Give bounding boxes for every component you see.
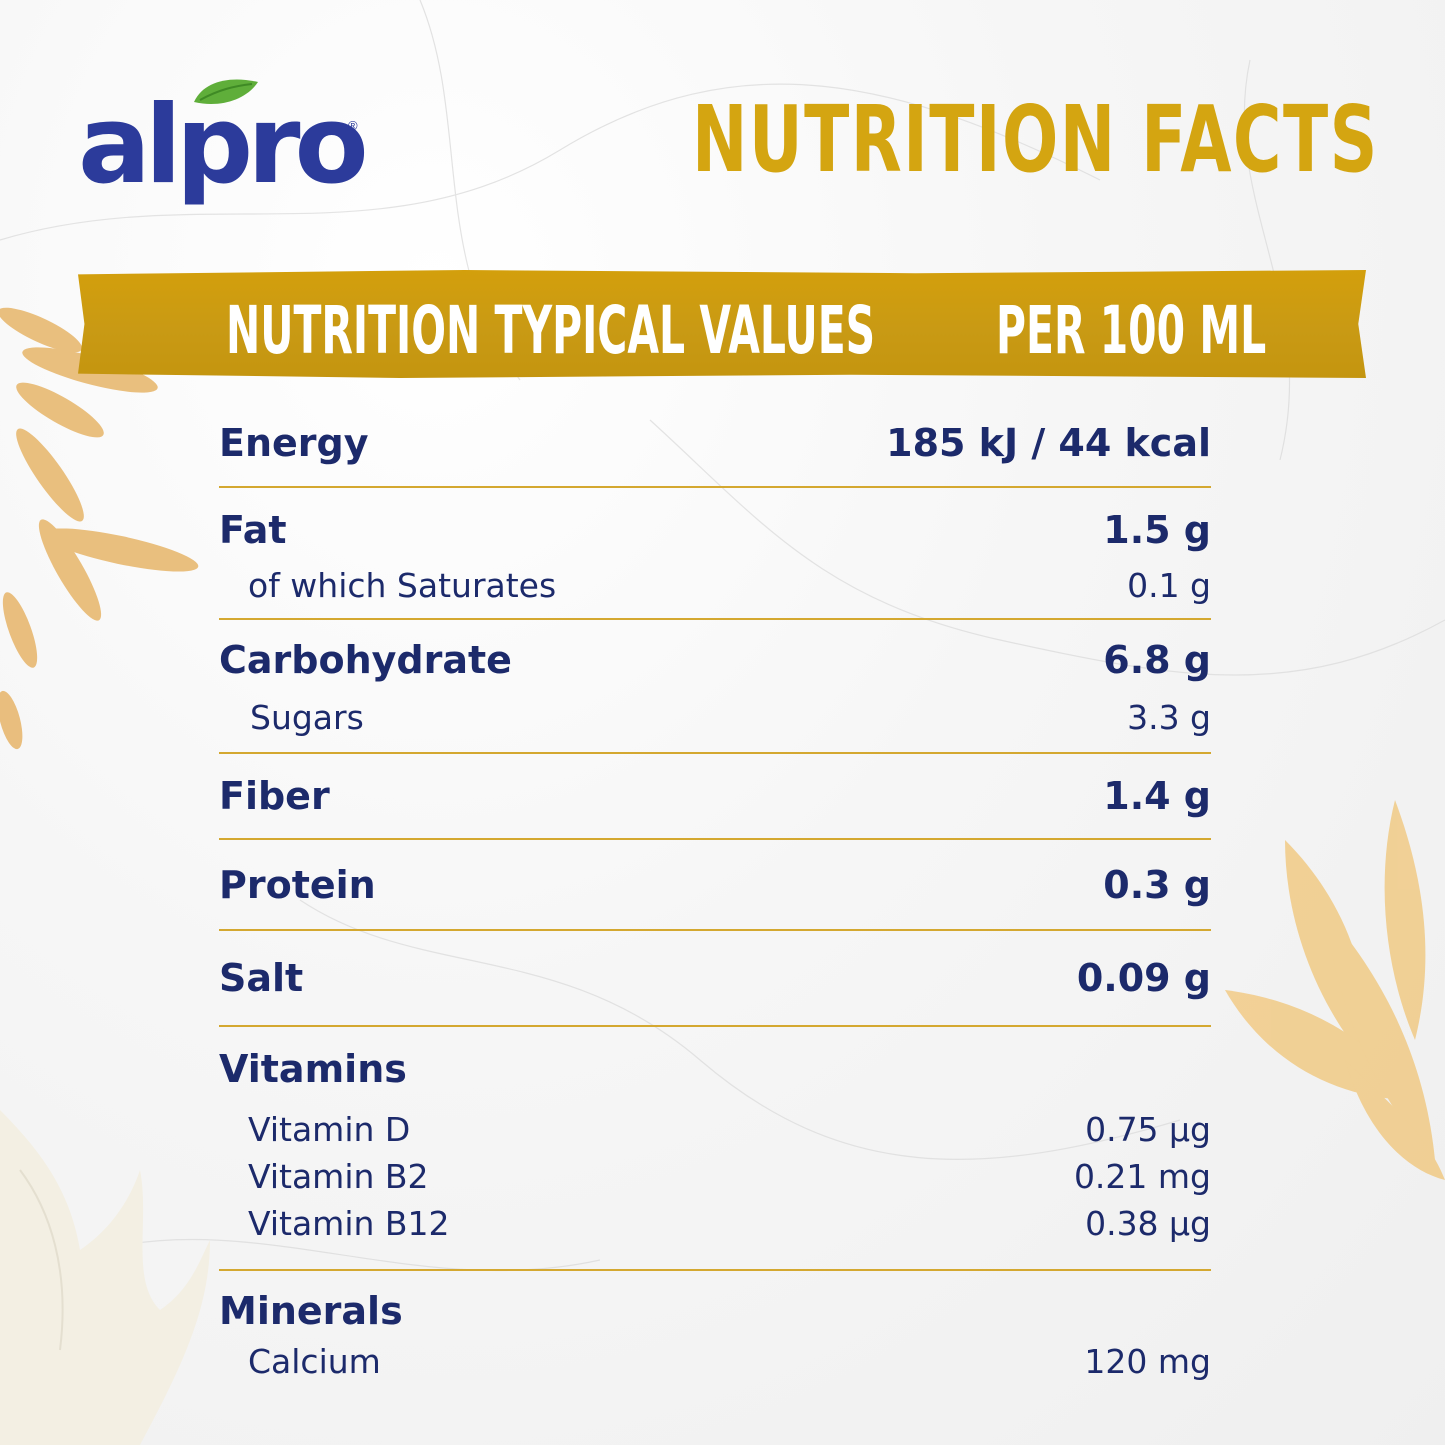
row-value: 185 kJ / 44 kcal [886, 421, 1211, 465]
subrow-label: Calcium [248, 1342, 381, 1381]
page-title: NUTRITION FACTS [692, 86, 1379, 193]
row-minerals: Minerals [219, 1271, 1211, 1333]
divider [219, 838, 1211, 840]
row-label: Salt [219, 956, 304, 1000]
subrow-value: 0.1 g [1127, 565, 1211, 605]
subrow-value: 3.3 g [1127, 697, 1211, 737]
subrow-label: Vitamin B2 [248, 1157, 429, 1196]
row-carbohydrate: Carbohydrate 6.8 g [219, 620, 1211, 682]
header-band [78, 270, 1366, 378]
row-value: 0.3 g [1103, 862, 1211, 907]
row-vitamins: Vitamins [219, 1027, 1211, 1091]
divider [219, 752, 1211, 754]
row-label: Energy [219, 421, 369, 465]
band-unit: PER 100 ML [996, 292, 1267, 369]
row-fiber: Fiber 1.4 g [219, 754, 1211, 838]
oat-grain-left-illustration [0, 307, 199, 750]
divider [219, 1025, 1211, 1027]
subrow-value: 0.75 µg [1085, 1110, 1211, 1149]
divider [219, 929, 1211, 931]
registered-mark: ® [348, 118, 358, 133]
subrow-value: 0.38 µg [1085, 1204, 1211, 1243]
band-label: NUTRITION TYPICAL VALUES [226, 292, 876, 369]
row-value: 1.4 g [1103, 774, 1211, 818]
alpro-logo: alpro ® [78, 74, 369, 214]
brand-name: alpro [78, 83, 369, 208]
row-fat: Fat 1.5 g [219, 488, 1211, 552]
milk-splash-illustration [0, 1110, 210, 1445]
subrow-vitamin-b12: Vitamin B12 0.38 µg [219, 1196, 1211, 1243]
oat-grain-right-illustration [1225, 800, 1445, 1180]
row-label: Carbohydrate [219, 638, 512, 682]
subrow-label: Vitamin B12 [248, 1204, 450, 1243]
subrow-value: 120 mg [1084, 1342, 1211, 1381]
row-label: Protein [219, 862, 376, 907]
subrow-vitamin-b2: Vitamin B2 0.21 mg [219, 1149, 1211, 1196]
subrow-label: Sugars [250, 697, 364, 737]
row-energy: Energy 185 kJ / 44 kcal [219, 400, 1211, 486]
row-value: 1.5 g [1103, 508, 1211, 552]
row-label: Fat [219, 508, 287, 552]
divider [219, 486, 1211, 488]
subrow-value: 0.21 mg [1073, 1157, 1211, 1196]
row-label: Fiber [219, 774, 330, 818]
nutrition-table: Energy 185 kJ / 44 kcal Fat 1.5 g of whi… [219, 400, 1211, 1381]
row-value: 6.8 g [1103, 638, 1211, 682]
row-label: Vitamins [219, 1047, 407, 1091]
leaf-icon [194, 79, 258, 104]
row-protein: Protein 0.3 g [219, 840, 1211, 929]
row-value: 0.09 g [1076, 956, 1211, 1000]
divider [219, 1269, 1211, 1271]
subrow-vitamin-d: Vitamin D 0.75 µg [219, 1091, 1211, 1149]
divider [219, 618, 1211, 620]
subrow-calcium: Calcium 120 mg [219, 1333, 1211, 1381]
row-label: Minerals [219, 1289, 403, 1333]
subrow-saturates: of which Saturates 0.1 g [219, 552, 1211, 618]
subrow-sugars: Sugars 3.3 g [219, 682, 1211, 752]
subrow-label: of which Saturates [248, 565, 557, 605]
row-salt: Salt 0.09 g [219, 931, 1211, 1025]
subrow-label: Vitamin D [248, 1110, 411, 1149]
